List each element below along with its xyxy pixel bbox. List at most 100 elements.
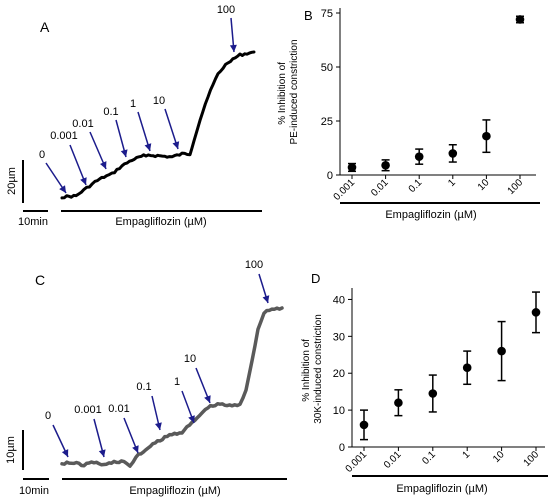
panel-b-letter: B [304, 8, 313, 23]
c-arrow-6: 100 [245, 259, 270, 304]
a-arrow-label: 0.001 [50, 130, 78, 142]
b-data-point [347, 163, 357, 172]
panel-a-letter: A [40, 19, 50, 35]
c-arrow-head [204, 395, 211, 403]
x-axis-label-b: Empagliflozin (µM) [385, 209, 476, 221]
d-x-tick-label: 100 [522, 449, 542, 469]
a-arrow-label: 100 [217, 4, 235, 16]
d-y-tick-label: 0 [339, 442, 345, 454]
c-arrow-3: 0.1 [136, 381, 162, 431]
c-arrow-4: 1 [174, 376, 195, 424]
c-arrow-label: 0.01 [108, 403, 129, 415]
scale-bar-c-horizontal-label: 10min [19, 485, 49, 497]
scale-bar-a-horizontal-label: 10min [18, 216, 48, 228]
b-data-point [515, 15, 525, 24]
b-x-tick-label: 1 [446, 177, 458, 189]
d-data-point [531, 308, 541, 317]
c-arrow-label: 10 [184, 353, 196, 365]
d-data-point [428, 389, 438, 398]
a-arrow-head [59, 185, 66, 193]
d-data-point [462, 363, 472, 372]
a-arrow-4: 1 [130, 98, 152, 152]
c-arrow-label: 1 [174, 376, 180, 388]
b-x-tick-label: 100 [506, 177, 526, 197]
points-b [347, 15, 525, 173]
a-arrow-shaft [164, 108, 179, 150]
a-arrow-head [144, 143, 152, 151]
a-arrow-label: 0.01 [72, 118, 93, 130]
b-x-tick-label: 10 [476, 177, 492, 193]
b-data-point [414, 152, 424, 161]
d-x-tick-label: 0.1 [420, 449, 438, 467]
b-data-point [381, 160, 390, 170]
c-arrow-label: 100 [245, 259, 263, 271]
d-data-point [497, 346, 506, 356]
a-arrow-label: 0.1 [103, 106, 118, 118]
b-x-tick-label: 0.001 [332, 177, 358, 203]
panel-c-letter: C [35, 272, 45, 288]
b-x-tick-label: 0.01 [369, 177, 391, 199]
y-axis-label-b: % Inhibition of PE-induced constriction [277, 39, 300, 144]
d-data-point [359, 420, 369, 430]
scale-bar-c-vertical-label: 10µm [5, 436, 17, 464]
panel-c: C 0 0.001 0.01 0.1 1 10 100 10µm 10min Empagli… [5, 259, 287, 497]
y-ticks-d: 0 10 20 30 40 [333, 294, 352, 454]
c-arrow-label: 0.001 [74, 404, 102, 416]
a-arrow-0: 0 [39, 149, 67, 194]
b-y-tick-label: 50 [321, 62, 333, 74]
d-x-tick-label: 10 [491, 449, 507, 465]
scale-bar-a-vertical-label: 20µm [6, 167, 18, 195]
d-y-tick-label: 30 [333, 331, 345, 343]
a-arrow-label: 1 [130, 98, 136, 110]
a-arrow-6: 100 [217, 4, 237, 53]
b-x-tick-label: 0.1 [407, 177, 425, 195]
a-arrow-head [172, 141, 180, 149]
trace-a-line [60, 50, 256, 200]
a-arrow-5: 10 [153, 95, 180, 150]
c-arrow-label: 0.1 [136, 381, 151, 393]
a-arrow-head [100, 161, 107, 169]
c-arrow-head [262, 295, 270, 303]
c-arrow-head [132, 445, 139, 453]
a-arrow-head [120, 149, 128, 157]
b-y-tick-label: 0 [327, 170, 333, 182]
d-x-tick-label: 0.001 [344, 449, 370, 475]
b-data-point [448, 149, 458, 158]
d-data-point [394, 398, 403, 408]
panel-d: D 0 10 20 30 40 0.001 0.01 0.1 1 10 100 % Inhibit… [301, 271, 548, 495]
points-d [359, 291, 541, 441]
c-arrow-head [154, 422, 162, 430]
a-arrow-shaft [69, 144, 87, 186]
y-axis-label-d: % Inhibition of 30K-induced constriction [301, 314, 324, 424]
a-arrow-label: 10 [153, 95, 165, 107]
a-arrow-1: 0.001 [50, 130, 87, 186]
panel-d-letter: D [311, 271, 320, 286]
c-arrow-5: 10 [184, 353, 211, 404]
y-ticks-b: 0 25 50 75 [321, 8, 340, 182]
trace-c-line [60, 306, 284, 468]
c-arrow-head [61, 449, 69, 457]
c-arrow-head [188, 415, 195, 423]
d-x-tick-label: 0.01 [382, 449, 404, 471]
b-data-point [482, 131, 491, 141]
a-arrow-head [229, 44, 237, 52]
c-arrow-label: 0 [45, 410, 51, 422]
a-arrow-3: 0.1 [103, 106, 128, 158]
d-x-tick-label: 1 [461, 449, 473, 461]
d-y-tick-label: 40 [333, 294, 345, 306]
b-y-tick-label: 75 [321, 8, 333, 20]
c-arrow-0: 0 [45, 410, 69, 458]
c-arrow-head [98, 449, 106, 457]
a-arrow-head [80, 177, 87, 185]
x-axis-label-d: Empagliflozin (µM) [396, 483, 487, 495]
x-ticks-d: 0.001 0.01 0.1 1 10 100 [344, 447, 542, 475]
x-ticks-b: 0.001 0.01 0.1 1 10 100 [332, 175, 526, 203]
panel-b: B 0 25 50 75 0.001 0.01 0.1 1 10 100 % Inhibitio… [277, 8, 540, 221]
c-arrow-1: 0.001 [74, 404, 106, 458]
treatment-label-c: Empagliflozin (µM) [129, 485, 220, 497]
d-y-tick-label: 20 [333, 368, 345, 380]
c-arrow-2: 0.01 [108, 403, 139, 454]
